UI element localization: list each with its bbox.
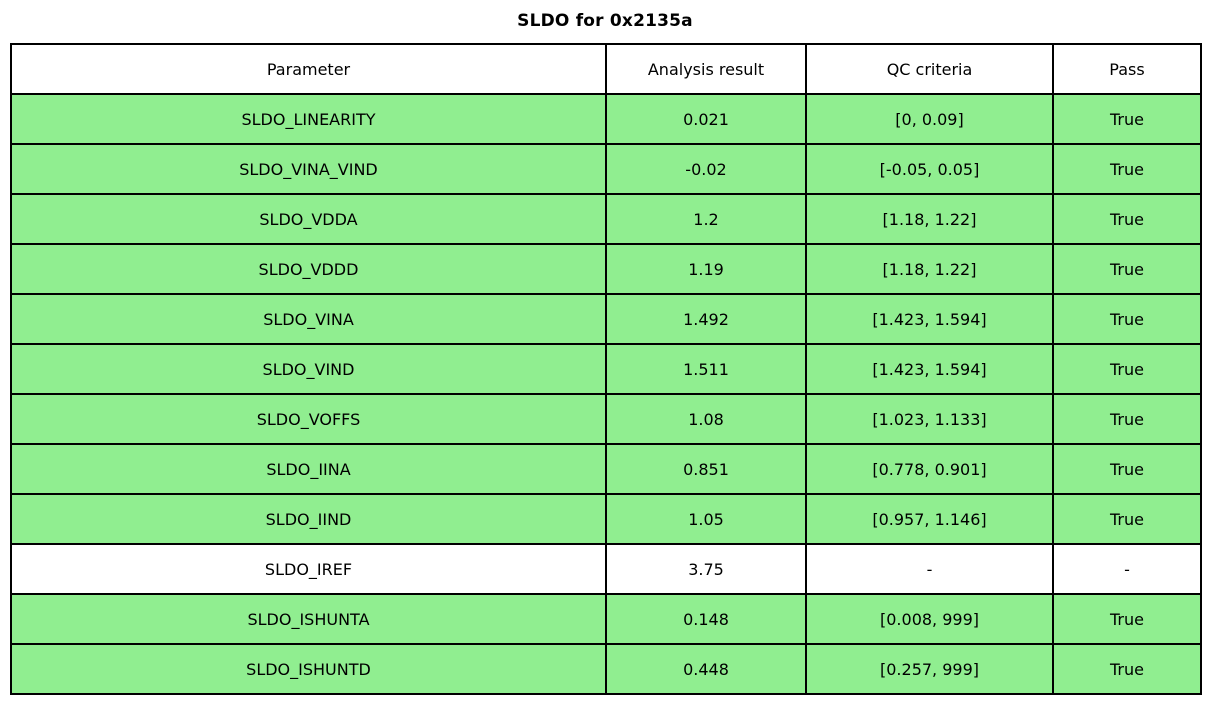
criteria-cell: [1.18, 1.22]	[805, 193, 1054, 245]
result-cell: 1.511	[605, 343, 807, 395]
table-header-row: Parameter Analysis result QC criteria Pa…	[10, 43, 1202, 95]
results-table: Parameter Analysis result QC criteria Pa…	[10, 43, 1202, 695]
pass-cell: True	[1052, 643, 1202, 695]
criteria-cell: [0.778, 0.901]	[805, 443, 1054, 495]
criteria-cell: -	[805, 543, 1054, 595]
param-cell: SLDO_VDDA	[10, 193, 607, 245]
pass-cell: True	[1052, 493, 1202, 545]
param-cell: SLDO_IINA	[10, 443, 607, 495]
table-row: SLDO_VINA 1.492 [1.423, 1.594] True	[10, 293, 1202, 345]
column-header-qc-criteria: QC criteria	[805, 43, 1054, 95]
param-cell: SLDO_VINA	[10, 293, 607, 345]
result-cell: 0.021	[605, 93, 807, 145]
pass-cell: True	[1052, 93, 1202, 145]
table-row: SLDO_VDDD 1.19 [1.18, 1.22] True	[10, 243, 1202, 295]
pass-cell: True	[1052, 143, 1202, 195]
page-title: SLDO for 0x2135a	[517, 11, 693, 31]
result-cell: -0.02	[605, 143, 807, 195]
param-cell: SLDO_VINA_VIND	[10, 143, 607, 195]
result-cell: 0.448	[605, 643, 807, 695]
pass-cell: True	[1052, 343, 1202, 395]
table-row: SLDO_VDDA 1.2 [1.18, 1.22] True	[10, 193, 1202, 245]
criteria-cell: [1.023, 1.133]	[805, 393, 1054, 445]
param-cell: SLDO_IREF	[10, 543, 607, 595]
param-cell: SLDO_VDDD	[10, 243, 607, 295]
table-row: SLDO_LINEARITY 0.021 [0, 0.09] True	[10, 93, 1202, 145]
criteria-cell: [0.008, 999]	[805, 593, 1054, 645]
pass-cell: True	[1052, 593, 1202, 645]
pass-cell: -	[1052, 543, 1202, 595]
result-cell: 1.05	[605, 493, 807, 545]
table-row: SLDO_ISHUNTA 0.148 [0.008, 999] True	[10, 593, 1202, 645]
param-cell: SLDO_LINEARITY	[10, 93, 607, 145]
param-cell: SLDO_ISHUNTA	[10, 593, 607, 645]
criteria-cell: [1.423, 1.594]	[805, 343, 1054, 395]
param-cell: SLDO_ISHUNTD	[10, 643, 607, 695]
pass-cell: True	[1052, 243, 1202, 295]
criteria-cell: [-0.05, 0.05]	[805, 143, 1054, 195]
criteria-cell: [1.18, 1.22]	[805, 243, 1054, 295]
result-cell: 1.08	[605, 393, 807, 445]
table-row: SLDO_IREF 3.75 - -	[10, 543, 1202, 595]
pass-cell: True	[1052, 193, 1202, 245]
column-header-pass: Pass	[1052, 43, 1202, 95]
result-cell: 3.75	[605, 543, 807, 595]
criteria-cell: [1.423, 1.594]	[805, 293, 1054, 345]
criteria-cell: [0, 0.09]	[805, 93, 1054, 145]
pass-cell: True	[1052, 393, 1202, 445]
table-row: SLDO_VOFFS 1.08 [1.023, 1.133] True	[10, 393, 1202, 445]
column-header-analysis-result: Analysis result	[605, 43, 807, 95]
param-cell: SLDO_VIND	[10, 343, 607, 395]
pass-cell: True	[1052, 443, 1202, 495]
table-row: SLDO_ISHUNTD 0.448 [0.257, 999] True	[10, 643, 1202, 695]
criteria-cell: [0.257, 999]	[805, 643, 1054, 695]
table-row: SLDO_IIND 1.05 [0.957, 1.146] True	[10, 493, 1202, 545]
result-cell: 1.19	[605, 243, 807, 295]
param-cell: SLDO_VOFFS	[10, 393, 607, 445]
table-row: SLDO_VIND 1.511 [1.423, 1.594] True	[10, 343, 1202, 395]
result-cell: 1.2	[605, 193, 807, 245]
column-header-parameter: Parameter	[10, 43, 607, 95]
criteria-cell: [0.957, 1.146]	[805, 493, 1054, 545]
table-row: SLDO_VINA_VIND -0.02 [-0.05, 0.05] True	[10, 143, 1202, 195]
result-cell: 1.492	[605, 293, 807, 345]
pass-cell: True	[1052, 293, 1202, 345]
table-row: SLDO_IINA 0.851 [0.778, 0.901] True	[10, 443, 1202, 495]
param-cell: SLDO_IIND	[10, 493, 607, 545]
result-cell: 0.148	[605, 593, 807, 645]
result-cell: 0.851	[605, 443, 807, 495]
